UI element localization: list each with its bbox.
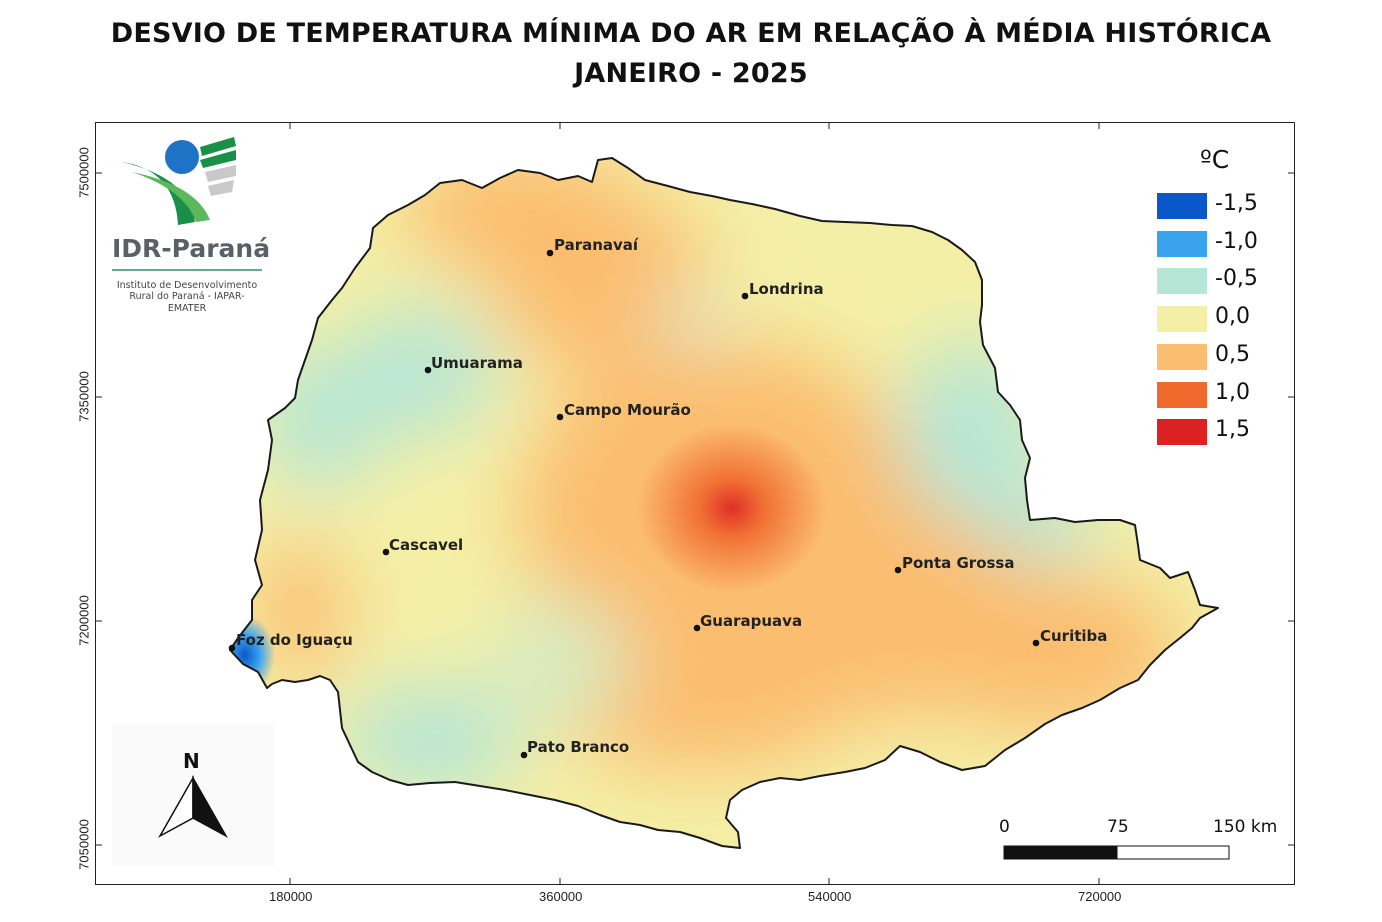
temperature-field — [230, 158, 1218, 848]
city-dot-foz-do-iguacu — [228, 644, 236, 652]
legend-unit: ºC — [1200, 145, 1230, 174]
city-label-campo-mourao: Campo Mourão — [564, 401, 691, 419]
parana-state-outline — [229, 157, 1219, 849]
x-tick-label: 180000 — [269, 889, 313, 904]
logo-subtitle-1: Instituto de Desenvolvimento — [116, 280, 258, 291]
legend-label: 0,5 — [1215, 341, 1250, 367]
legend-label: 0,0 — [1215, 304, 1250, 330]
city-dot-campo-mourao — [556, 413, 564, 421]
city-dot-ponta-grossa — [894, 566, 902, 574]
legend-swatch — [1157, 343, 1207, 370]
city-dot-guarapuava — [693, 624, 701, 632]
y-tick-label: 7350000 — [76, 371, 92, 422]
scale-bar — [1003, 845, 1230, 860]
scale-label-150: 150 km — [1213, 817, 1278, 837]
city-dot-curitiba — [1032, 639, 1040, 647]
city-label-foz-do-iguacu: Foz do Iguaçu — [236, 631, 353, 649]
city-markers: Paranavaí Londrina Umuarama Campo Mourão… — [228, 236, 1107, 759]
legend-label: 1,0 — [1215, 379, 1250, 405]
y-tick-label: 7500000 — [76, 147, 92, 198]
city-label-cascavel: Cascavel — [389, 536, 463, 554]
logo-name: IDR-Paraná — [112, 234, 271, 263]
legend-swatch — [1157, 381, 1207, 408]
logo-subtitle-2: Rural do Paraná - IAPAR-EMATER — [129, 291, 245, 314]
city-dot-cascavel — [382, 548, 390, 556]
city-label-umuarama: Umuarama — [431, 354, 523, 372]
city-dot-umuarama — [424, 366, 432, 374]
y-tick-label: 7200000 — [76, 595, 92, 646]
frame-ticks — [95, 122, 1295, 885]
legend-swatch — [1157, 419, 1207, 446]
x-tick-label: 720000 — [1078, 889, 1122, 904]
scale-label-0: 0 — [999, 817, 1010, 837]
city-label-ponta-grossa: Ponta Grossa — [902, 554, 1015, 572]
city-dot-pato-branco — [520, 751, 528, 759]
legend-swatch — [1157, 230, 1207, 257]
city-label-pato-branco: Pato Branco — [527, 738, 629, 756]
city-label-curitiba: Curitiba — [1040, 627, 1107, 645]
city-dot-paranavai — [546, 249, 554, 257]
x-tick-label: 360000 — [539, 889, 583, 904]
legend-swatch — [1157, 193, 1207, 219]
legend-swatch — [1157, 268, 1207, 295]
north-arrow-icon — [112, 724, 274, 866]
city-label-guarapuava: Guarapuava — [700, 612, 802, 630]
x-tick-label: 540000 — [808, 889, 852, 904]
city-dot-londrina — [741, 292, 749, 300]
scale-label-75: 75 — [1107, 817, 1129, 837]
city-label-paranavai: Paranavaí — [554, 236, 639, 254]
map-subtitle: JANEIRO - 2025 — [574, 58, 808, 89]
legend-label: 1,5 — [1215, 417, 1250, 443]
map-title: DESVIO DE TEMPERATURA MÍNIMA DO AR EM RE… — [110, 18, 1272, 49]
idr-logo-mark — [112, 137, 262, 271]
legend-swatch — [1157, 306, 1207, 333]
legend-label: -1,5 — [1215, 191, 1258, 216]
legend-label: -0,5 — [1215, 266, 1258, 292]
y-tick-label: 7050000 — [76, 819, 92, 870]
city-label-londrina: Londrina — [749, 280, 824, 298]
north-label: N — [183, 749, 200, 773]
legend-label: -1,0 — [1215, 228, 1258, 254]
